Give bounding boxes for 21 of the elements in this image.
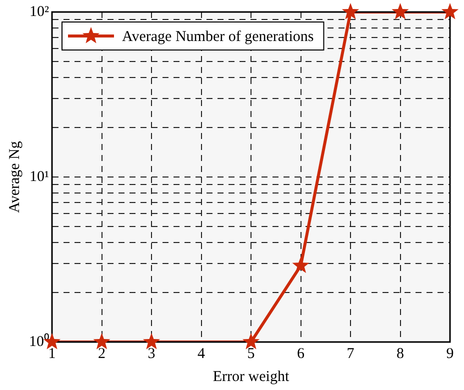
point [93,333,110,350]
point [292,256,310,273]
legend-label: Average Number of generations [122,28,314,45]
x-tick-label: 7 [346,346,355,362]
x-tick-label: 5 [247,346,255,362]
x-tick-label: 6 [297,346,305,362]
x-tick-label: 1 [48,346,56,362]
y-tick-label: 10¹ [30,168,49,185]
x-tick-label: 8 [396,346,404,362]
point [441,3,459,20]
y-axis-title: Average Ng [6,140,23,213]
x-tick-label: 3 [148,346,156,362]
x-tick-label: 4 [198,346,206,362]
point [142,333,160,350]
x-tick-label: 2 [98,346,106,362]
point [242,333,260,350]
point [392,3,409,20]
x-tick-label: 9 [446,346,454,362]
point [342,3,360,20]
x-axis-title: Error weight [212,368,290,385]
y-tick-label: 10² [30,4,50,20]
